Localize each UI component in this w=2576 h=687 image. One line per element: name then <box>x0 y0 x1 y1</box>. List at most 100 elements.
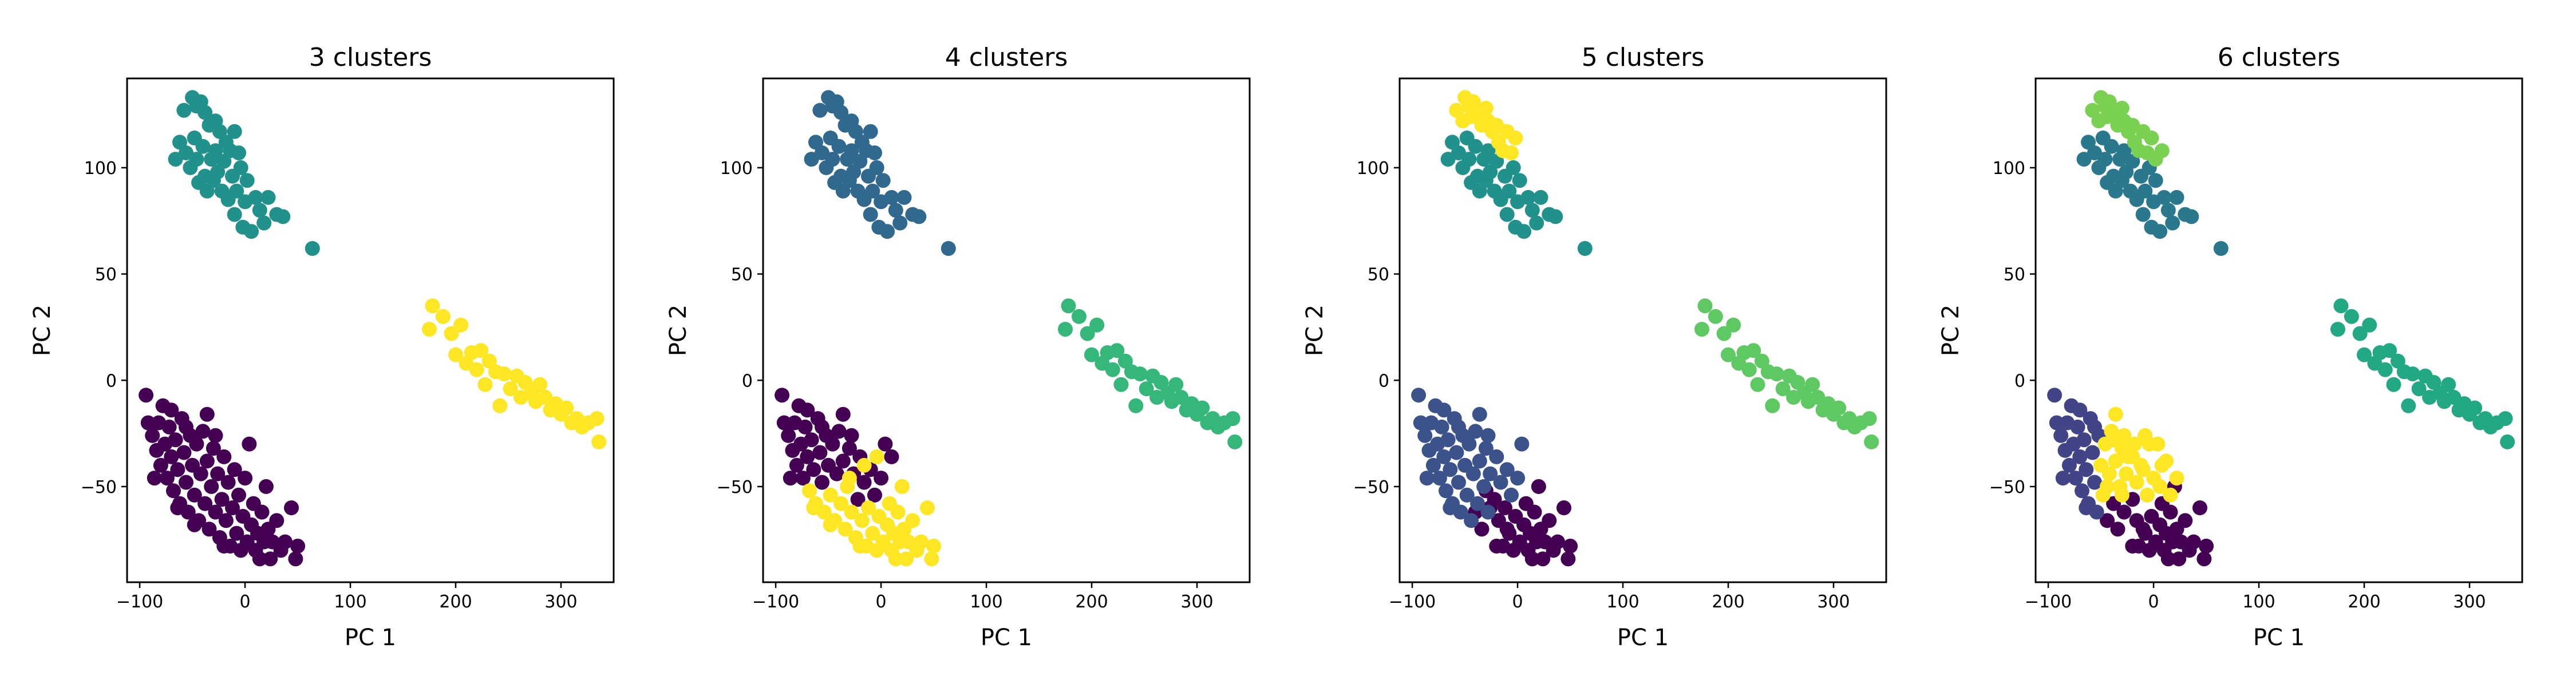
y-tick-label: 100 <box>1993 159 2025 179</box>
x-axis-label: PC 1 <box>2253 625 2305 651</box>
data-point <box>189 152 204 167</box>
data-point <box>831 424 847 439</box>
data-point <box>2072 402 2088 418</box>
data-point <box>1464 109 1479 124</box>
data-point <box>1746 343 1761 358</box>
data-point <box>589 411 605 427</box>
data-point <box>781 428 796 443</box>
data-point <box>1071 309 1086 324</box>
data-point <box>2100 479 2115 494</box>
data-point <box>275 209 291 224</box>
x-tick-label: 100 <box>970 592 1002 612</box>
data-point <box>2140 487 2155 503</box>
cluster-series-3 <box>422 298 607 449</box>
cluster-series-2 <box>804 90 956 256</box>
data-point <box>168 152 183 167</box>
data-point <box>2087 419 2102 435</box>
data-point <box>2129 475 2144 490</box>
data-point <box>1741 362 1757 377</box>
chart-panel-3: −100 0 100 200 300 −50 0 50 100 5 clusters PC 1 PC … <box>1302 43 1887 651</box>
data-point <box>166 483 181 499</box>
data-point <box>856 475 872 490</box>
data-point <box>1805 377 1820 392</box>
x-tick-label: 200 <box>1712 592 1744 612</box>
data-point <box>2100 513 2115 528</box>
data-point <box>176 102 192 118</box>
data-point <box>258 479 274 494</box>
data-point <box>1061 298 1076 314</box>
cluster-series-3 <box>2076 131 2229 256</box>
y-tick-label: 0 <box>742 371 753 391</box>
data-point <box>835 453 851 469</box>
data-point <box>1109 343 1125 358</box>
data-point <box>2119 466 2134 481</box>
x-tick-label: −100 <box>2025 592 2072 612</box>
data-point <box>496 366 512 382</box>
data-point <box>2171 551 2187 567</box>
x-axis-label: PC 1 <box>1617 625 1669 651</box>
data-point <box>776 415 792 431</box>
data-point <box>229 183 244 199</box>
data-point <box>159 471 175 486</box>
data-point <box>305 241 320 256</box>
data-point <box>2213 241 2229 256</box>
data-point <box>1524 551 1540 567</box>
x-tick-label: 100 <box>1606 592 1639 612</box>
cluster-series-4 <box>802 449 942 567</box>
data-point <box>880 224 895 239</box>
data-point <box>477 377 493 392</box>
chart-panel-4: −100 0 100 200 300 −50 0 50 100 6 clusters PC 1 PC … <box>1938 43 2523 651</box>
y-tick-label: 50 <box>1368 265 1389 285</box>
data-point <box>164 449 179 464</box>
data-point <box>920 500 935 515</box>
data-point <box>2104 139 2119 154</box>
data-point <box>453 317 469 333</box>
data-point <box>1443 462 1458 477</box>
data-point <box>218 513 234 528</box>
data-point <box>2070 419 2085 435</box>
data-point <box>2049 415 2064 431</box>
data-point <box>1487 492 1502 507</box>
data-point <box>878 436 893 452</box>
x-tick-label: 300 <box>2453 592 2486 612</box>
data-point <box>1128 398 1144 413</box>
x-tick-label: 0 <box>876 592 887 612</box>
data-point <box>1084 347 1099 362</box>
data-point <box>161 419 177 435</box>
data-point <box>278 534 293 550</box>
data-point <box>179 419 193 435</box>
data-point <box>1436 402 1452 418</box>
data-point <box>1132 366 1148 382</box>
data-point <box>444 326 459 341</box>
data-point <box>2061 457 2077 473</box>
y-axis-label: PC 2 <box>29 305 56 356</box>
data-point <box>1139 381 1154 397</box>
data-point <box>1483 466 1498 481</box>
data-point <box>2192 500 2207 515</box>
y-tick-label: 100 <box>84 159 117 179</box>
data-point <box>2075 483 2089 499</box>
data-point <box>2106 168 2121 184</box>
data-point <box>888 551 903 567</box>
data-point <box>1489 117 1504 133</box>
data-point <box>1548 209 1563 224</box>
data-point <box>216 538 232 554</box>
data-point <box>815 475 829 490</box>
data-point <box>2156 189 2172 205</box>
cluster-series-6 <box>2093 406 2184 503</box>
data-point <box>248 189 263 205</box>
data-point <box>1417 428 1433 443</box>
data-point <box>1439 483 1453 499</box>
data-point <box>789 457 804 473</box>
x-tick-label: 200 <box>1075 592 1108 612</box>
data-point <box>852 538 868 554</box>
x-tick-label: 200 <box>2348 592 2380 612</box>
data-point <box>1504 145 1519 160</box>
y-tick-label: 100 <box>720 159 753 179</box>
data-point <box>1472 453 1487 469</box>
data-point <box>2076 432 2092 448</box>
data-point <box>269 513 285 528</box>
data-point <box>1533 189 1548 205</box>
data-point <box>227 462 242 477</box>
